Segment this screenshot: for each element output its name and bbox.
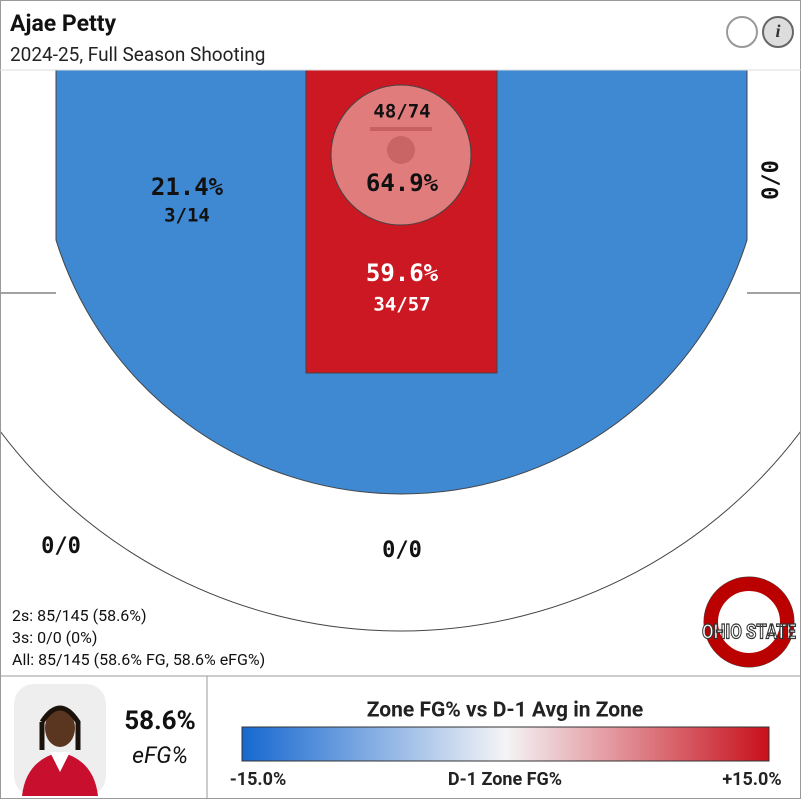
team-logo: OHIO STATE [701,576,797,668]
player-photo [14,684,106,796]
zone-shots: 34/57 [373,294,430,316]
efg-label: eFG% [132,742,188,769]
zone-pct: 59.6% [366,259,439,287]
legend-gradient [241,726,770,762]
summary-line: All: 85/145 (58.6% FG, 58.6% eFG%) [12,650,265,669]
zone-pct: 21.4% [151,173,224,201]
summary-line: 2s: 85/145 (58.6%) [12,606,147,625]
info-button[interactable] [762,16,794,48]
legend-title: Zone FG% vs D-1 Avg in Zone [367,699,644,723]
player-name: Ajae Petty [10,10,117,37]
efg-value: 58.6% [124,706,196,736]
zone-shots: 3/14 [164,205,210,227]
zone-shots: 0/0 [759,160,784,200]
court [1,70,800,632]
rim [387,136,415,164]
info-icon: i [775,21,780,41]
zone-shots: 48/74 [373,101,430,123]
toggle-button[interactable] [726,16,758,48]
zone-pct: 64.9% [366,169,439,197]
logo-text: OHIO STATE [702,619,796,643]
subtitle: 2024-25, Full Season Shooting [10,43,265,66]
legend-mid: D-1 Zone FG% [448,769,562,790]
zone-shots: 0/0 [41,534,81,559]
summary-line: 3s: 0/0 (0%) [12,628,97,647]
deep-three-line [1,431,800,632]
legend-min: -15.0% [230,769,287,790]
legend-max: +15.0% [722,769,781,790]
zone-shots: 0/0 [382,538,422,563]
